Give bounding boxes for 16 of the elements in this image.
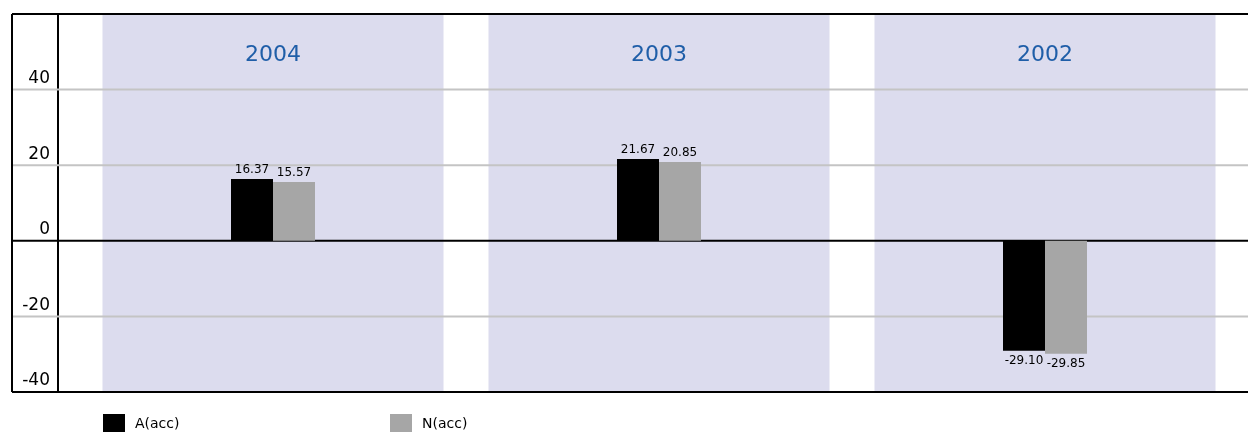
y-tick-label: 20 (28, 142, 50, 163)
data-label: 21.67 (620, 142, 656, 157)
x-tick-label: 2003 (631, 40, 687, 66)
data-label: -29.85 (1046, 355, 1086, 370)
data-label: -29.10 (1004, 352, 1044, 367)
data-label: 16.37 (234, 162, 270, 177)
x-tick-label: 2002 (1017, 40, 1073, 66)
data-label: 15.57 (276, 165, 312, 180)
y-tick-label: -40 (22, 369, 50, 390)
y-tick-label: 40 (28, 67, 50, 88)
legend-label: A(acc) (135, 415, 180, 431)
legend-label: N(acc) (422, 415, 468, 431)
data-label: 20.85 (662, 145, 698, 160)
y-tick-label: -20 (22, 293, 50, 314)
y-tick-label: 0 (39, 218, 50, 239)
x-tick-label: 2004 (245, 40, 301, 66)
